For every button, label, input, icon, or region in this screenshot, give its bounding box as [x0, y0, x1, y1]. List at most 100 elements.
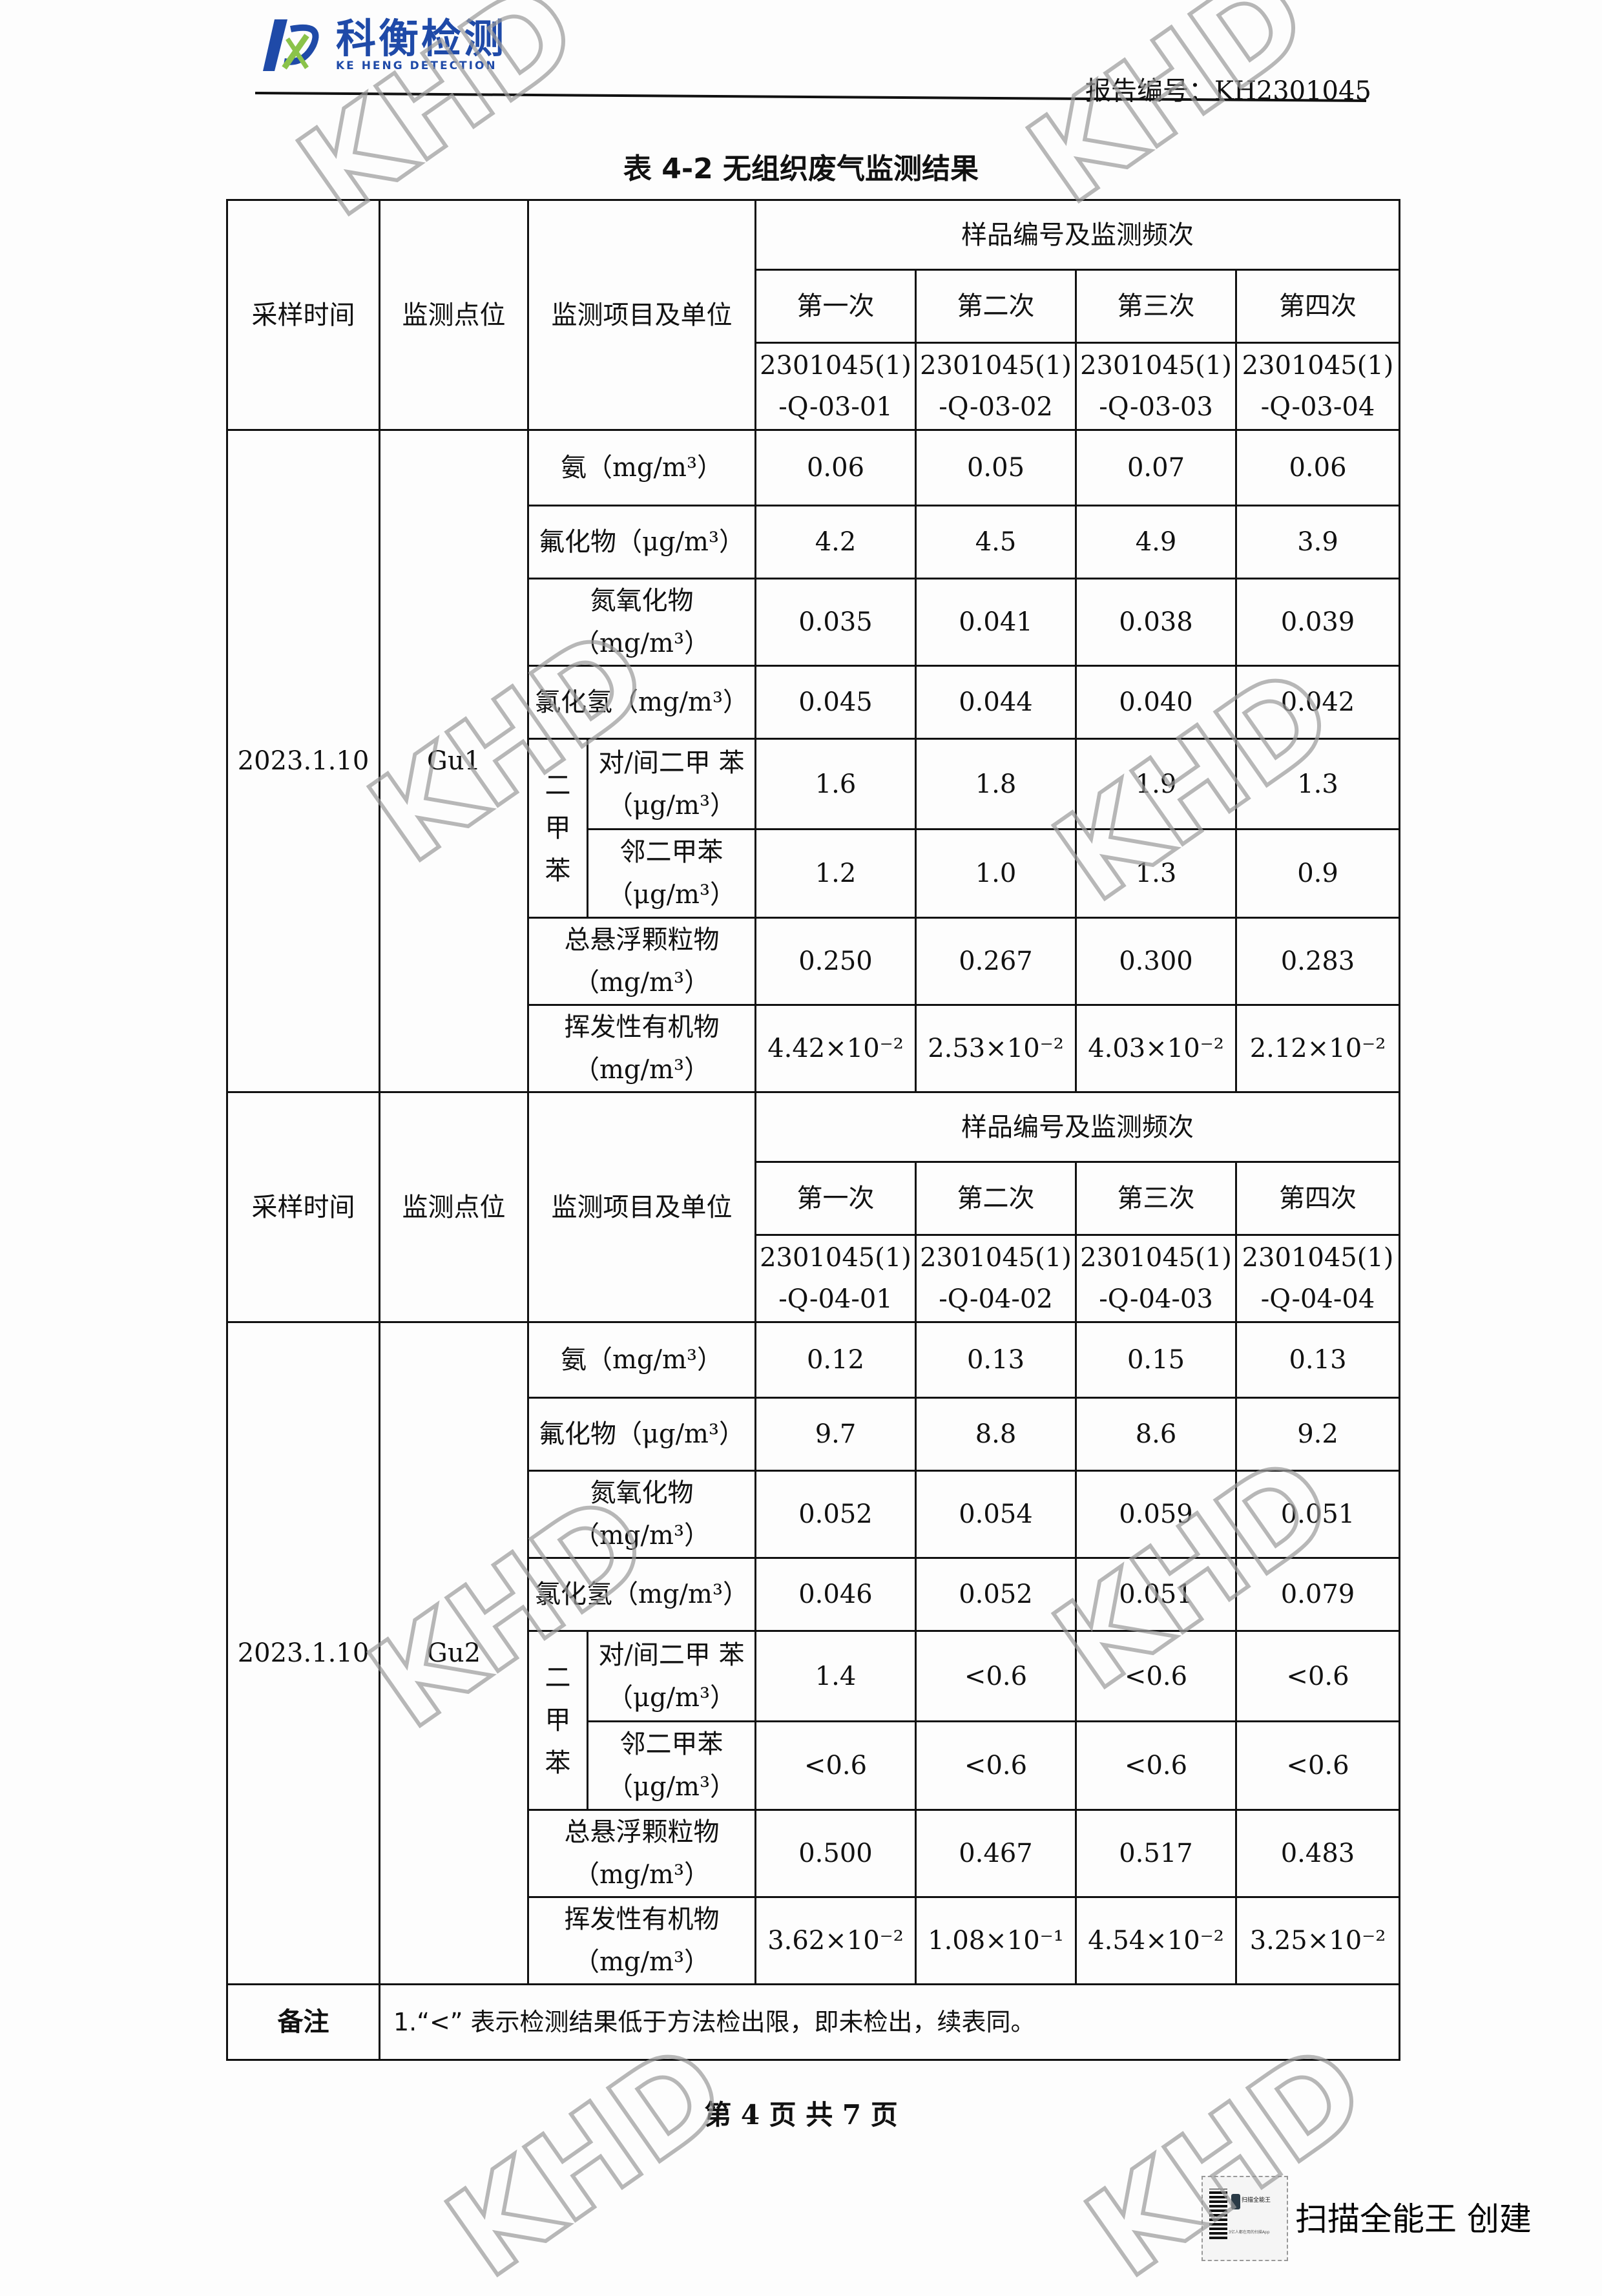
header-row: 第一次 第二次 第三次 第四次	[227, 1161, 1400, 1236]
header-run: 第三次	[1075, 269, 1237, 344]
header-monitoring-item: 监测项目及单位	[527, 1091, 756, 1323]
table-title: 表 4-2 无组织废气监测结果	[623, 152, 979, 185]
table-row: 氮氧化物 （mg/m³） 0.035 0.041 0.038 0.039	[227, 578, 1400, 667]
header-run: 第四次	[1235, 269, 1400, 344]
remarks-label: 备注	[226, 1983, 380, 2061]
value-cell: 1.3	[1235, 738, 1400, 830]
table-row: 总悬浮颗粒物 （mg/m³） 0.250 0.267 0.300 0.283	[227, 917, 1400, 1006]
item-label: 氮氧化物 （mg/m³）	[527, 578, 756, 667]
header-row: 第一次 第二次 第三次 第四次	[227, 269, 1400, 344]
item-label: 邻二甲苯 （μg/m³）	[587, 828, 756, 919]
item-label: 邻二甲苯 （μg/m³）	[587, 1720, 756, 1811]
header-run: 第一次	[754, 1161, 917, 1236]
table-row: 氟化物（μg/m³） 9.7 8.8 8.6 9.2	[227, 1397, 1400, 1472]
table-row: 挥发性有机物 （mg/m³） 4.42×10⁻² 2.53×10⁻² 4.03×10⁻…	[227, 1004, 1400, 1093]
header-run: 第四次	[1235, 1161, 1400, 1236]
value-cell: 2.12×10⁻²	[1235, 1004, 1400, 1093]
monitoring-results-table: 采样时间 监测点位 监测项目及单位 样品编号及监测频次 第一次 第二次 第三次 第四次 2301…	[226, 199, 1400, 2061]
value-cell: 4.03×10⁻²	[1075, 1004, 1237, 1093]
value-cell: 4.5	[915, 505, 1077, 579]
scanner-badge-tag: 3亿人都在用的扫描App	[1229, 2230, 1270, 2235]
table-row: 二甲苯 对/间二甲 苯（μg/m³） 1.4 <0.6 <0.6 <0.6	[227, 1630, 1400, 1811]
sample-id: 2301045(1) -Q-03-03	[1075, 342, 1237, 431]
value-cell: 0.12	[754, 1321, 917, 1399]
sample-id: 2301045(1) -Q-03-02	[915, 342, 1077, 431]
item-label: 挥发性有机物 （mg/m³）	[527, 1004, 756, 1093]
table-row: 2023.1.10 Gu1 氨（mg/m³） 0.06 0.05 0.07 0.06	[226, 429, 1400, 1093]
scanner-badge-name: 扫描全能王	[1242, 2197, 1271, 2204]
item-label: 氯化氢（mg/m³）	[527, 1557, 756, 1632]
item-label: 氮氧化物 （mg/m³）	[527, 1470, 756, 1559]
table-row: 邻二甲苯 （μg/m³） <0.6 <0.6 <0.6 <0.6	[227, 1720, 1400, 1811]
remarks-row: 备注 1.“<” 表示检测结果低于方法检出限，即未检出，续表同。	[226, 1983, 1400, 2061]
header-run: 第二次	[915, 269, 1077, 344]
header-run: 第二次	[915, 1161, 1077, 1236]
value-cell: 0.267	[915, 917, 1077, 1006]
value-cell: 1.2	[754, 828, 917, 919]
value-cell: 8.8	[915, 1397, 1077, 1472]
scanner-label: 扫描全能王 创建	[1295, 2200, 1532, 2238]
table-row: 氯化氢（mg/m³） 0.045 0.044 0.040 0.042	[227, 665, 1400, 740]
table-row: 挥发性有机物 （mg/m³） 3.62×10⁻² 1.08×10⁻¹ 4.54×10⁻…	[227, 1896, 1400, 1985]
value-cell: 8.6	[1075, 1397, 1237, 1472]
scanner-badge: 扫描全能王 3亿人都在用的扫描App	[1202, 2176, 1288, 2261]
table-row: 氯化氢（mg/m³） 0.046 0.052 0.051 0.079	[227, 1557, 1400, 1632]
camscanner-icon	[1231, 2194, 1240, 2209]
header-monitoring-point: 监测点位	[379, 199, 529, 431]
item-label: 对/间二甲 苯（μg/m³）	[587, 738, 756, 830]
value-cell: 0.467	[915, 1809, 1077, 1898]
value-cell: 4.9	[1075, 505, 1237, 579]
sample-id-row: 2301045(1) -Q-04-01 2301045(1) -Q-04-02 23…	[227, 1234, 1400, 1323]
value-cell: 0.300	[1075, 917, 1237, 1006]
header-sampling-time: 采样时间	[226, 199, 380, 431]
value-cell: 1.0	[915, 828, 1077, 919]
value-cell: 0.042	[1235, 665, 1400, 740]
value-cell: 0.041	[915, 578, 1077, 667]
value-cell: <0.6	[915, 1630, 1077, 1722]
value-cell: 2.53×10⁻²	[915, 1004, 1077, 1093]
value-cell: 0.483	[1235, 1809, 1400, 1898]
value-cell: 1.4	[754, 1630, 917, 1722]
xylene-group-label: 二甲苯	[527, 738, 588, 919]
value-cell: 0.079	[1235, 1557, 1400, 1632]
value-cell: 0.07	[1075, 429, 1237, 506]
value-cell: 0.052	[915, 1557, 1077, 1632]
item-label: 氟化物（μg/m³）	[527, 1397, 756, 1472]
value-cell: 4.2	[754, 505, 917, 579]
value-cell: <0.6	[1075, 1630, 1237, 1722]
value-cell: 9.2	[1235, 1397, 1400, 1472]
value-cell: 0.13	[1235, 1321, 1400, 1399]
value-cell: 0.05	[915, 429, 1077, 506]
value-cell: 3.9	[1235, 505, 1400, 579]
value-cell: 1.9	[1075, 738, 1237, 830]
item-label: 氟化物（μg/m³）	[527, 505, 756, 579]
value-cell: 0.044	[915, 665, 1077, 740]
value-cell: <0.6	[915, 1720, 1077, 1811]
value-cell: 0.051	[1075, 1557, 1237, 1632]
item-label: 挥发性有机物 （mg/m³）	[527, 1896, 756, 1985]
value-cell: 0.054	[915, 1470, 1077, 1559]
value-cell: 0.052	[754, 1470, 917, 1559]
table-row: 氟化物（μg/m³） 4.2 4.5 4.9 3.9	[227, 505, 1400, 579]
table-row: 二甲苯 对/间二甲 苯（μg/m³） 1.6 1.8 1.9 1.3	[227, 738, 1400, 919]
header-run: 第三次	[1075, 1161, 1237, 1236]
monitoring-point: Gu2	[379, 1321, 529, 1985]
sample-id-row: 2301045(1) -Q-03-01 2301045(1) -Q-03-02 23…	[227, 342, 1400, 431]
value-cell: 3.62×10⁻²	[754, 1896, 917, 1985]
value-cell: 0.283	[1235, 917, 1400, 1006]
sample-id: 2301045(1) -Q-03-04	[1235, 342, 1400, 431]
header-row: 采样时间 监测点位 监测项目及单位 样品编号及监测频次	[226, 1091, 1400, 1323]
value-cell: 4.54×10⁻²	[1075, 1896, 1237, 1985]
item-label: 氨（mg/m³）	[527, 1321, 756, 1399]
xylene-group-text: 二甲苯	[545, 1663, 571, 1778]
header-sample-group: 样品编号及监测频次	[754, 1091, 1400, 1163]
header-monitoring-item: 监测项目及单位	[527, 199, 756, 431]
value-cell: 0.13	[915, 1321, 1077, 1399]
header-run: 第一次	[754, 269, 917, 344]
xylene-group-text: 二甲苯	[545, 771, 571, 886]
value-cell: 0.038	[1075, 578, 1237, 667]
item-label: 总悬浮颗粒物 （mg/m³）	[527, 917, 756, 1006]
value-cell: 1.3	[1075, 828, 1237, 919]
sampling-date: 2023.1.10	[226, 429, 380, 1093]
table-row: 邻二甲苯 （μg/m³） 1.2 1.0 1.3 0.9	[227, 828, 1400, 919]
